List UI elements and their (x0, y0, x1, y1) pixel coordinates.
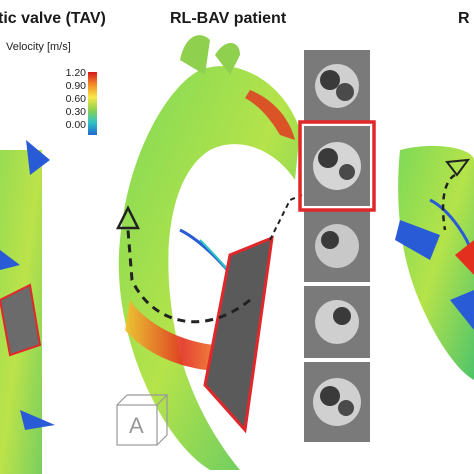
orientation-cube (116, 394, 169, 446)
colorbar-tick: 0.60 (65, 93, 86, 105)
right-aorta (395, 145, 474, 380)
velocity-colorbar (88, 72, 97, 135)
colorbar-tick: 0.00 (65, 119, 86, 131)
velocity-legend-label: Velocity [m/s] (6, 41, 71, 53)
colorbar-tick: 0.90 (65, 80, 86, 92)
left-panel-title: tic valve (TAV) (0, 10, 106, 27)
colorbar-tick: 0.30 (65, 106, 86, 118)
mri-strip (298, 50, 376, 442)
bav-aorta (115, 35, 303, 470)
right-panel-title: R (458, 10, 470, 27)
middle-panel-title: RL-BAV patient (170, 10, 287, 27)
tav-aorta (0, 140, 55, 474)
mri-highlight-frame (298, 120, 376, 212)
colorbar-tick: 1.20 (65, 67, 86, 79)
